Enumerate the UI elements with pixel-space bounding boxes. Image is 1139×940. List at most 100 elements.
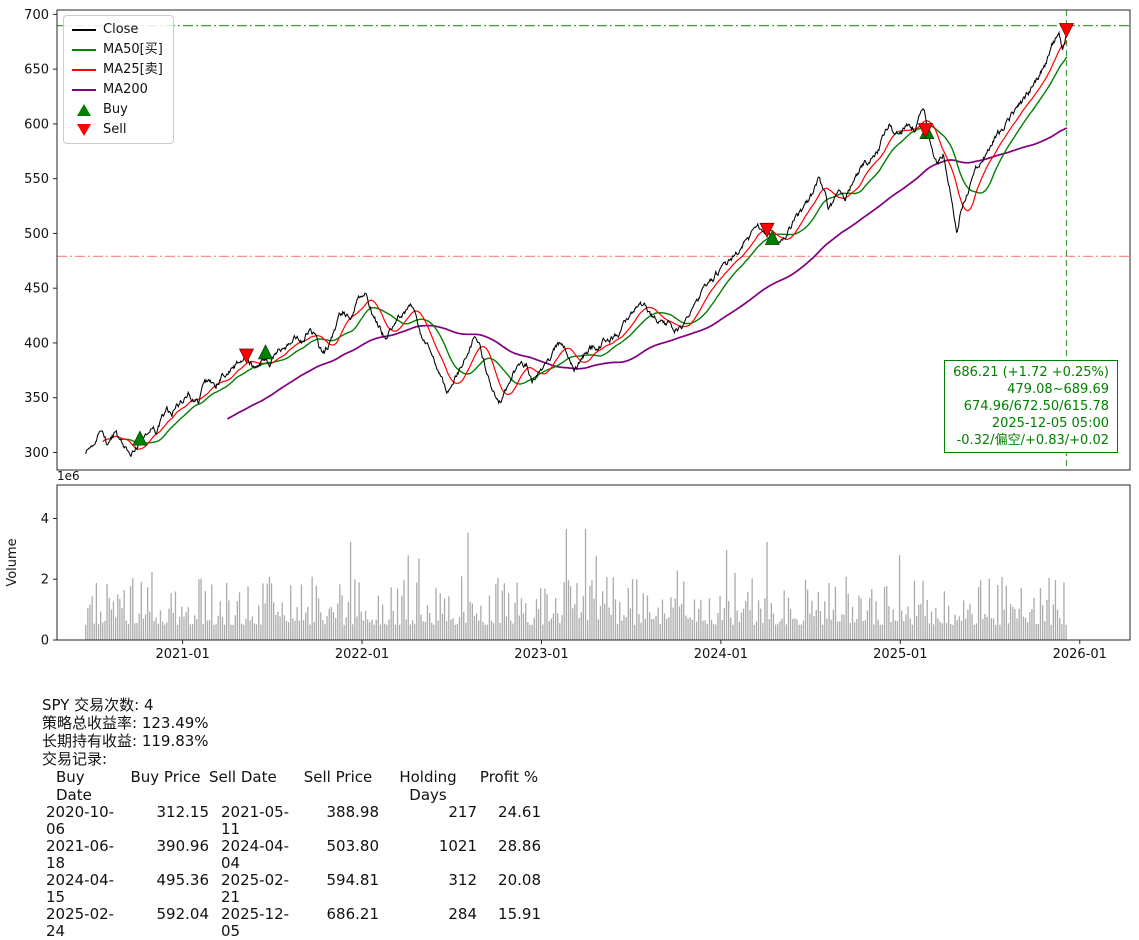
annotation-datetime: 2025-12-05 05:00 bbox=[991, 416, 1109, 431]
volume-tick-label: 4 bbox=[41, 512, 49, 527]
sell-marker bbox=[238, 348, 255, 364]
legend-label-sell: Sell bbox=[103, 122, 127, 137]
chart-legend: Close MA50[买] MA25[卖] MA200 Buy Sell bbox=[63, 15, 174, 144]
buy-marker bbox=[257, 344, 274, 360]
price-tick-label: 400 bbox=[24, 336, 49, 351]
header-sell-date: Sell Date bbox=[209, 768, 277, 786]
price-volume-chart: 300 350 400 450 500 550 600 650 700 0 2 4 2021-01 202… bbox=[5, 8, 1131, 662]
ma200-line-swatch bbox=[72, 88, 96, 91]
price-tick-label: 500 bbox=[24, 227, 49, 242]
trade-record-cell: 284 bbox=[448, 905, 477, 923]
price-tick-label: 550 bbox=[24, 172, 49, 187]
legend-label-close: Close bbox=[103, 22, 139, 37]
legend-item-sell: Sell bbox=[72, 122, 163, 137]
sell-marker bbox=[1058, 23, 1075, 39]
volume-offset-label: 1e6 bbox=[57, 469, 80, 483]
trade-table-header: Buy Date Buy Price Sell Date Sell Price … bbox=[42, 768, 1139, 804]
trade-record-cell: 2025-02-21 bbox=[221, 871, 290, 906]
sell-marker bbox=[917, 123, 934, 139]
trade-record-cell: 2024-04-15 bbox=[46, 871, 115, 906]
trade-record-cell: 2021-05-11 bbox=[221, 803, 290, 838]
strategy-return-line: 策略总收益率: 123.49% bbox=[42, 714, 209, 732]
annotation-ma-values: 674.96/672.50/615.78 bbox=[963, 399, 1109, 414]
volume-tick-label: 0 bbox=[41, 634, 49, 649]
volume-tick-label: 2 bbox=[41, 573, 49, 588]
trade-record-cell: 2025-02-24 bbox=[46, 905, 115, 940]
legend-label-buy: Buy bbox=[103, 102, 128, 117]
trade-record-cell: 686.21 bbox=[326, 905, 380, 923]
annotation-signals: -0.32/偏空/+0.83/+0.02 bbox=[956, 433, 1109, 448]
date-tick-label: 2026-01 bbox=[1053, 647, 1107, 662]
date-tick-label: 2023-01 bbox=[514, 647, 568, 662]
trade-record-cell: 2021-06-18 bbox=[46, 837, 115, 872]
date-tick-label: 2025-01 bbox=[873, 647, 927, 662]
trade-record-cell: 2020-10-06 bbox=[46, 803, 115, 838]
ma200-line bbox=[226, 127, 1068, 420]
legend-label-ma200: MA200 bbox=[103, 82, 148, 97]
trade-record-row: 2024-04-15 495.36 2025-02-21 594.81 312 20.08 bbox=[42, 872, 1139, 906]
trade-record-row: 2020-10-06 312.15 2021-05-11 388.98 217 24.61 bbox=[42, 804, 1139, 838]
trade-record-cell: 15.91 bbox=[498, 905, 541, 923]
date-tick-label: 2022-01 bbox=[335, 647, 389, 662]
header-buy-price: Buy Price bbox=[130, 768, 201, 786]
header-buy-date: Buy Date bbox=[56, 768, 92, 804]
buy-triangle-icon bbox=[77, 103, 91, 116]
legend-item-ma50: MA50[买] bbox=[72, 42, 163, 57]
ma25-line bbox=[102, 40, 1068, 450]
trade-record-cell: 2024-04-04 bbox=[221, 837, 290, 872]
volume-frame bbox=[56, 484, 1131, 641]
buy-marker bbox=[132, 430, 148, 446]
annotation-price-change: 686.21 (+1.72 +0.25%) bbox=[953, 365, 1109, 380]
price-tick-label: 600 bbox=[24, 117, 49, 132]
price-frame bbox=[56, 9, 1131, 471]
trade-record-cell: 594.81 bbox=[326, 871, 380, 889]
legend-item-ma25: MA25[卖] bbox=[72, 62, 163, 77]
date-tick-label: 2024-01 bbox=[694, 647, 748, 662]
header-sell-price: Sell Price bbox=[303, 768, 373, 786]
ma50-line-swatch bbox=[72, 48, 96, 51]
price-tick-label: 650 bbox=[24, 63, 49, 78]
price-tick-label: 300 bbox=[24, 446, 49, 461]
legend-item-buy: Buy bbox=[72, 102, 163, 117]
strategy-stats: SPY 交易次数: 4 策略总收益率: 123.49% 长期持有收益: 119.… bbox=[42, 696, 1139, 940]
price-tick-label: 450 bbox=[24, 282, 49, 297]
trade-record-cell: 592.04 bbox=[156, 905, 210, 923]
trade-record-cell: 217 bbox=[448, 803, 477, 821]
volume-bars bbox=[85, 529, 1067, 640]
trade-record-cell: 28.86 bbox=[498, 837, 541, 855]
legend-item-ma200: MA200 bbox=[72, 82, 163, 97]
volume-axis-title: Volume bbox=[5, 538, 20, 586]
legend-item-close: Close bbox=[72, 22, 163, 37]
trade-record-row: 2021-06-18 390.96 2024-04-04 503.80 1021 28.8… bbox=[42, 838, 1139, 872]
trade-record-cell: 388.98 bbox=[326, 803, 380, 821]
close-line-swatch bbox=[72, 28, 96, 31]
buy-marker bbox=[764, 229, 780, 245]
sell-triangle-icon bbox=[77, 123, 91, 136]
header-profit-pct: Profit % bbox=[479, 768, 539, 786]
trade-record-cell: 20.08 bbox=[498, 871, 541, 889]
trade-record-cell: 503.80 bbox=[326, 837, 380, 855]
price-tick-label: 700 bbox=[24, 8, 49, 23]
strategy-figure: 300 350 400 450 500 550 600 650 700 0 2 4 2021-01 202… bbox=[5, 8, 1131, 662]
trade-record-cell: 1021 bbox=[438, 837, 477, 855]
trade-record-cell: 24.61 bbox=[498, 803, 541, 821]
trade-record-cell: 312.15 bbox=[156, 803, 210, 821]
hold-return-line: 长期持有收益: 119.83% bbox=[42, 732, 209, 750]
trade-record-cell: 2025-12-05 bbox=[221, 905, 290, 940]
trade-record-cell: 495.36 bbox=[156, 871, 210, 889]
trade-record-row: 2025-02-24 592.04 2025-12-05 686.21 284 15.91 bbox=[42, 906, 1139, 940]
ma25-line-swatch bbox=[72, 68, 96, 71]
sell-marker bbox=[759, 222, 775, 239]
price-tick-label: 350 bbox=[24, 391, 49, 406]
trade-count-line: SPY 交易次数: 4 bbox=[42, 696, 154, 714]
legend-label-ma50: MA50[买] bbox=[103, 42, 163, 57]
close-line bbox=[85, 29, 1068, 457]
date-tick-label: 2021-01 bbox=[155, 647, 209, 662]
trade-record-cell: 390.96 bbox=[156, 837, 210, 855]
quote-annotation-box: 686.21 (+1.72 +0.25%) 479.08~689.69 674.… bbox=[944, 360, 1118, 453]
records-label: 交易记录: bbox=[42, 750, 108, 768]
legend-label-ma25: MA25[卖] bbox=[103, 62, 163, 77]
header-holding-days: Holding Days bbox=[399, 768, 457, 804]
annotation-range: 479.08~689.69 bbox=[1007, 382, 1109, 397]
trade-table-body: 2020-10-06 312.15 2021-05-11 388.98 217 24.61… bbox=[42, 804, 1139, 940]
